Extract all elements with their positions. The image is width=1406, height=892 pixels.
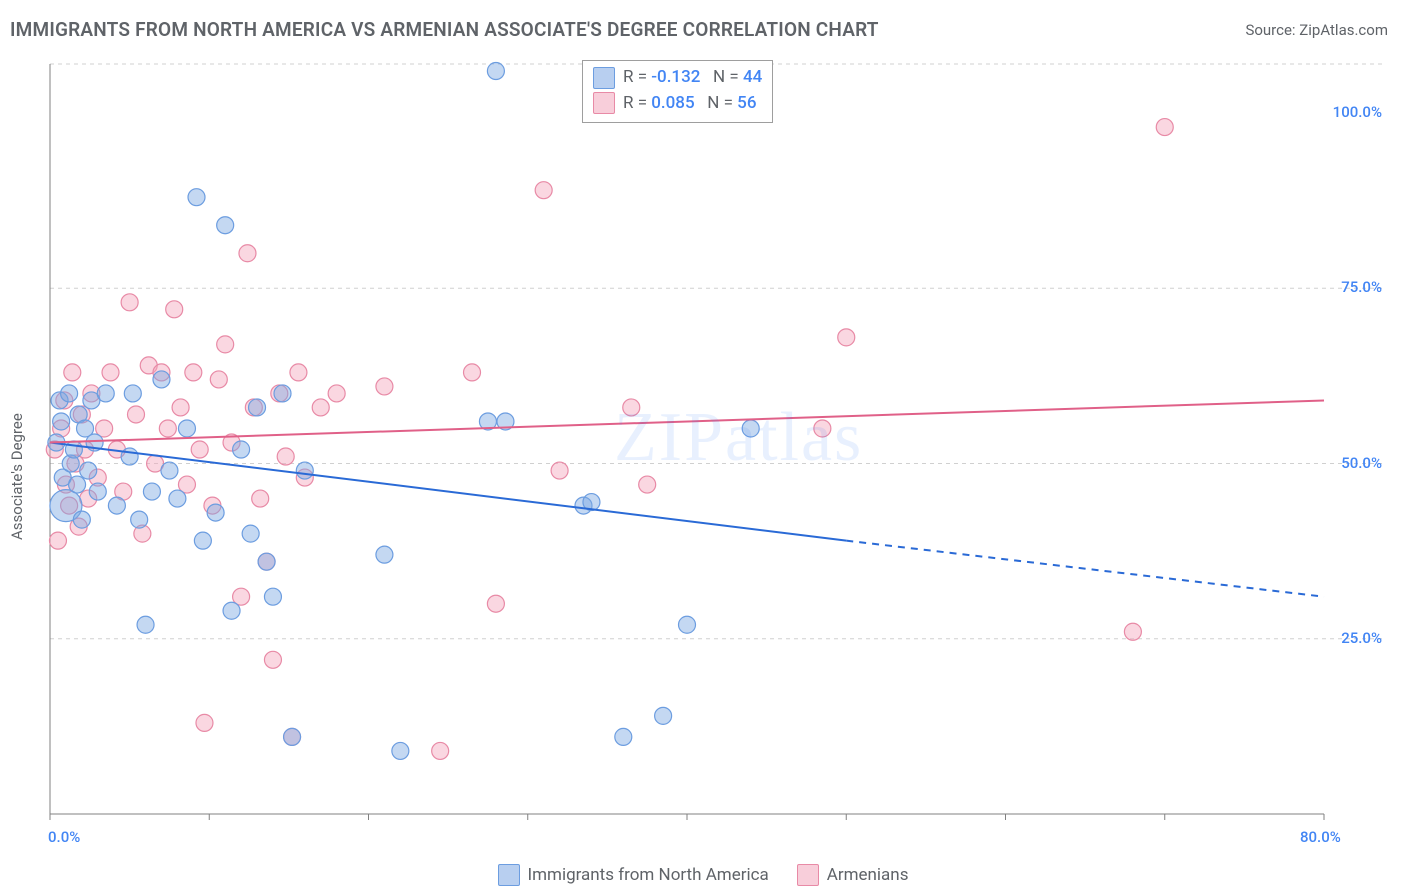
stats-swatch-na [593,67,615,89]
chart-title: IMMIGRANTS FROM NORTH AMERICA VS ARMENIA… [10,18,879,41]
legend-label-na: Immigrants from North America [528,865,769,885]
x-tick-0: 0.0% [48,828,80,846]
stats-row-arm: R = 0.085 N = 56 [593,91,762,117]
source-attribution: Source: ZipAtlas.com [1245,21,1388,39]
stats-row-na: R = -0.132 N = 44 [593,65,762,91]
chart-area: ZIPatlas R = -0.132 N = 44 R = 0.085 N =… [44,58,1388,820]
legend-label-arm: Armenians [827,865,909,885]
watermark: ZIPatlas [614,398,863,478]
legend-item-na: Immigrants from North America [498,864,769,886]
y-axis-label: Associate's Degree [8,413,26,540]
y-tick-75: 75.0% [1341,278,1382,296]
stats-swatch-arm [593,92,615,114]
y-tick-50: 50.0% [1341,454,1382,472]
legend-item-arm: Armenians [797,864,909,886]
stats-legend: R = -0.132 N = 44 R = 0.085 N = 56 [582,60,773,123]
y-tick-25: 25.0% [1341,629,1382,647]
y-tick-100: 100.0% [1333,103,1382,121]
legend-swatch-arm [797,864,819,886]
x-tick-80: 80.0% [1300,828,1341,846]
series-legend: Immigrants from North America Armenians [0,864,1406,886]
legend-swatch-na [498,864,520,886]
